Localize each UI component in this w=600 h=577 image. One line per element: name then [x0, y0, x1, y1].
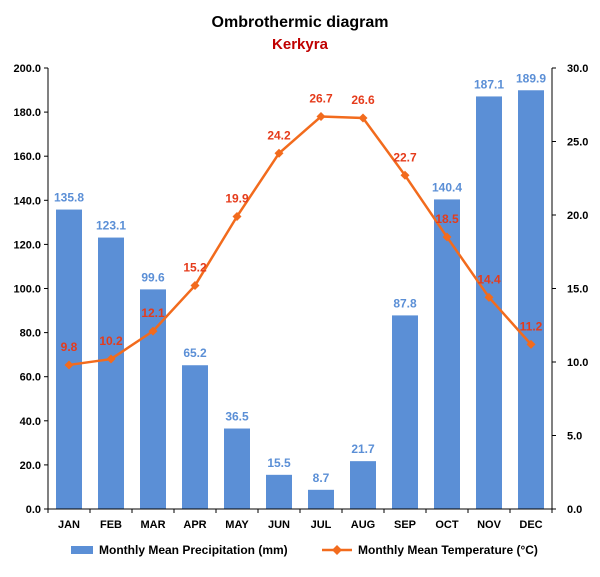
temperature-marker: [442, 232, 452, 242]
precipitation-value-label: 140.4: [432, 180, 462, 194]
temperature-marker: [358, 113, 368, 123]
left-tick-label: 80.0: [20, 328, 41, 340]
left-tick-label: 200.0: [13, 63, 41, 75]
temperature-value-label: 24.2: [267, 128, 291, 142]
left-tick-label: 0.0: [26, 504, 41, 516]
right-tick-label: 10.0: [567, 357, 588, 369]
right-tick-label: 25.0: [567, 137, 588, 149]
chart-title: Ombrothermic diagram: [212, 14, 389, 31]
precipitation-bars: [56, 90, 544, 509]
x-tick-label: SEP: [394, 519, 416, 531]
temperature-marker: [106, 354, 116, 364]
temperature-marker: [190, 281, 200, 291]
legend-precipitation-swatch: [71, 546, 93, 554]
precipitation-bar: [518, 90, 544, 509]
temperature-value-label: 18.5: [435, 212, 459, 226]
precipitation-bar: [56, 209, 82, 509]
precipitation-bar: [98, 237, 124, 509]
left-tick-label: 160.0: [13, 151, 41, 163]
temperature-labels: 9.8 10.2 12.1 15.2 19.9 24.2 26.7 26.6 22.7 18.5 1…: [61, 92, 543, 354]
temperature-value-label: 26.7: [309, 92, 333, 106]
temperature-line: [68, 115, 532, 367]
temperature-value-label: 19.9: [225, 191, 249, 205]
x-tick-label: NOV: [477, 519, 502, 531]
temperature-marker: [64, 360, 74, 370]
precipitation-value-label: 187.1: [474, 77, 504, 91]
left-tick-label: 180.0: [13, 107, 41, 119]
chart-subtitle: Kerkyra: [272, 36, 329, 53]
left-axis: 0.0 20.0 40.0 60.0 80.0 100.0 120.0 140.0 160.0 1…: [13, 63, 49, 516]
temperature-value-label: 10.2: [99, 334, 123, 348]
legend: Monthly Mean Precipitation (mm) Monthly …: [71, 543, 538, 557]
temperature-marker: [232, 211, 242, 221]
precipitation-value-label: 21.7: [351, 442, 375, 456]
right-tick-label: 5.0: [567, 431, 582, 443]
precipitation-value-label: 87.8: [393, 296, 417, 310]
x-axis: JAN FEB MAR APR MAY JUN JUL AUG SEP OCT NOV DEC: [47, 508, 553, 531]
precipitation-value-label: 15.5: [267, 456, 291, 470]
precipitation-bar: [350, 461, 376, 509]
left-tick-label: 60.0: [20, 372, 41, 384]
temperature-value-label: 26.6: [351, 93, 375, 107]
x-tick-label: MAR: [140, 519, 165, 531]
legend-temperature-label: Monthly Mean Temperature (°C): [358, 543, 538, 557]
temperature-value-label: 15.2: [183, 261, 207, 275]
precipitation-value-label: 189.9: [516, 71, 546, 85]
x-tick-label: APR: [183, 519, 206, 531]
x-tick-label: DEC: [519, 519, 542, 531]
right-axis: 0.0 5.0 10.0 15.0 20.0 25.0 30.0: [551, 63, 588, 516]
temperature-marker: [316, 112, 326, 122]
right-tick-label: 0.0: [567, 504, 582, 516]
precipitation-value-label: 36.5: [225, 410, 249, 424]
precipitation-value-label: 135.8: [54, 191, 84, 205]
right-tick-label: 20.0: [567, 210, 588, 222]
left-tick-label: 100.0: [13, 284, 41, 296]
temperature-value-label: 9.8: [61, 340, 78, 354]
precipitation-value-label: 123.1: [96, 219, 126, 233]
precipitation-bar: [224, 428, 250, 509]
temperature-marker: [148, 326, 158, 336]
x-tick-label: OCT: [435, 519, 459, 531]
precipitation-value-label: 99.6: [141, 270, 165, 284]
precipitation-bar: [140, 289, 166, 509]
precipitation-bar: [182, 365, 208, 509]
left-tick-label: 40.0: [20, 416, 41, 428]
temperature-line-group: [64, 112, 536, 370]
x-tick-label: JUN: [268, 519, 290, 531]
temperature-value-label: 12.1: [141, 306, 165, 320]
temperature-marker: [274, 148, 284, 158]
precipitation-value-label: 65.2: [183, 346, 207, 360]
precipitation-bar: [266, 474, 292, 509]
precipitation-bar: [308, 489, 334, 509]
precipitation-labels: 135.8 123.1 99.6 65.2 36.5 15.5 8.7 21.7 87.8 140…: [54, 71, 546, 485]
right-tick-label: 30.0: [567, 63, 588, 75]
legend-precipitation-label: Monthly Mean Precipitation (mm): [99, 543, 288, 557]
temperature-value-label: 11.2: [520, 319, 543, 333]
precipitation-bar: [392, 315, 418, 509]
x-tick-label: AUG: [351, 519, 375, 531]
precipitation-bar: [476, 96, 502, 509]
temperature-marker: [526, 339, 536, 349]
temperature-marker: [484, 292, 494, 302]
precipitation-value-label: 8.7: [313, 471, 330, 485]
left-tick-label: 20.0: [20, 460, 41, 472]
x-tick-label: JUL: [311, 519, 332, 531]
legend-temperature-marker: [332, 545, 342, 555]
x-tick-label: JAN: [58, 519, 80, 531]
temperature-marker: [400, 170, 410, 180]
temperature-value-label: 14.4: [477, 272, 501, 286]
x-tick-label: FEB: [100, 519, 122, 531]
x-tick-label: MAY: [225, 519, 249, 531]
left-tick-label: 120.0: [13, 239, 41, 251]
right-tick-label: 15.0: [567, 284, 588, 296]
left-tick-label: 140.0: [13, 195, 41, 207]
precipitation-bar: [434, 199, 460, 509]
temperature-value-label: 22.7: [393, 150, 417, 164]
